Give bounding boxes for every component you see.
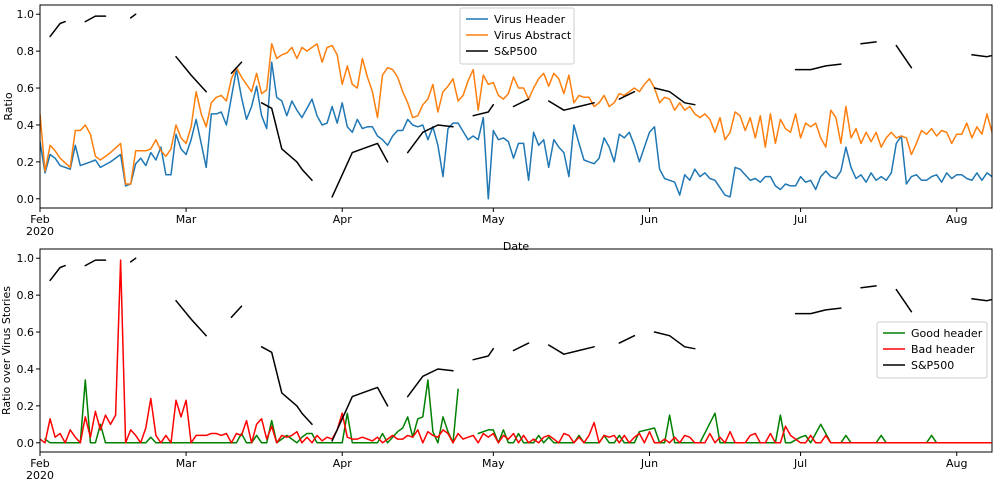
top-series-virus-abstract [40, 43, 992, 185]
top-plot-frame [39, 4, 993, 209]
top-ytick-label: 0.0 [17, 193, 35, 206]
top-legend: Virus Header Virus Abstract S&P500 [459, 7, 575, 65]
bottom-ytick-label: 0.0 [17, 437, 35, 450]
top-ytick-label: 1.0 [17, 8, 35, 21]
bottom-ytick-label: 1.0 [17, 252, 35, 265]
bottom-ylabel: Ratio over Virus Stories [0, 286, 13, 415]
top-ytick-label: 0.8 [17, 45, 35, 58]
top-xtick-label: Feb [30, 213, 49, 226]
bottom-xtick-label: 2020 [26, 469, 54, 482]
bottom-legend: Good header Bad header S&P500 [876, 321, 988, 379]
top-ylabel: Ratio [2, 92, 15, 121]
legend-label: S&P500 [494, 45, 537, 58]
top-xtick-label: 2020 [26, 225, 54, 238]
legend-label: Bad header [911, 343, 975, 356]
bottom-ytick-label: 0.2 [17, 400, 35, 413]
top-ytick-label: 0.4 [17, 119, 35, 132]
bottom-xtick-label: Jul [793, 457, 807, 470]
bottom-series-s-p500 [50, 258, 997, 441]
top-ytick-label: 0.6 [17, 82, 35, 95]
bottom-ytick-label: 0.6 [17, 326, 35, 339]
bottom-xtick-label: Mar [176, 457, 197, 470]
bottom-xtick-label: Feb [30, 457, 49, 470]
top-xtick-label: Jun [640, 213, 658, 226]
bottom-series-bad-header [40, 259, 992, 444]
legend-label: S&P500 [911, 359, 954, 372]
legend-label: Virus Abstract [494, 29, 572, 42]
top-xtick-label: Aug [946, 213, 967, 226]
top-xtick-label: May [482, 213, 505, 226]
top-xlabel: Date [503, 240, 530, 253]
bottom-plot-frame [39, 248, 993, 453]
top-xtick-label: Jul [793, 213, 807, 226]
bottom-xtick-label: May [482, 457, 505, 470]
bottom-ytick-label: 0.4 [17, 363, 35, 376]
top-series-virus-header [40, 61, 992, 200]
bottom-xtick-label: Jun [640, 457, 658, 470]
top-xtick-label: Apr [333, 213, 353, 226]
bottom-ytick-label: 0.8 [17, 289, 35, 302]
legend-label: Virus Header [494, 13, 566, 26]
bottom-xtick-label: Aug [946, 457, 967, 470]
top-xtick-label: Mar [176, 213, 197, 226]
bottom-xtick-label: Apr [333, 457, 353, 470]
top-ytick-label: 0.2 [17, 156, 35, 169]
legend-label: Good header [911, 327, 983, 340]
